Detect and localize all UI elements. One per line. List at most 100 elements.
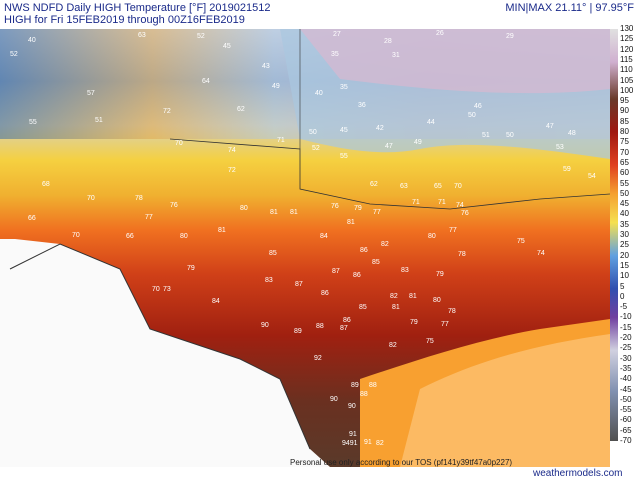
temperature-value-label: 70 bbox=[72, 232, 80, 239]
colorbar-tick-label: 35 bbox=[620, 219, 629, 229]
temperature-value-label: 46 bbox=[474, 103, 482, 110]
colorbar-tick-label: -30 bbox=[620, 353, 632, 363]
colorbar-tick-label: 30 bbox=[620, 230, 629, 239]
colorbar-tick-label: -40 bbox=[620, 374, 632, 384]
temperature-value-label: 45 bbox=[223, 43, 231, 50]
colorbar-tick-label: -25 bbox=[620, 343, 632, 353]
temperature-value-label: 83 bbox=[401, 267, 409, 274]
colorbar-tick-label: 5 bbox=[620, 281, 625, 291]
colorbar-tick-label: 50 bbox=[620, 188, 629, 198]
colorbar-tick-label: -70 bbox=[620, 436, 632, 445]
border-line bbox=[9, 243, 311, 450]
temperature-value-label: 74 bbox=[537, 250, 545, 257]
colorbar-tick-label: -10 bbox=[620, 312, 632, 322]
temperature-value-label: 88 bbox=[360, 391, 368, 398]
temperature-value-label: 79 bbox=[187, 265, 195, 272]
temperature-value-label: 49 bbox=[272, 83, 280, 90]
temperature-value-label: 84 bbox=[212, 298, 220, 305]
temperature-value-label: 82 bbox=[389, 342, 397, 349]
temperature-value-label: 64 bbox=[202, 78, 210, 85]
temperature-value-label: 88 bbox=[369, 382, 377, 389]
temperature-value-label: 65 bbox=[434, 183, 442, 190]
temperature-value-label: 63 bbox=[138, 32, 146, 39]
temperature-value-label: 53 bbox=[556, 144, 564, 151]
temperature-value-label: 79 bbox=[436, 271, 444, 278]
temperature-value-label: 85 bbox=[359, 304, 367, 311]
temperature-value-label: 52 bbox=[312, 145, 320, 152]
temperature-value-label: 73 bbox=[163, 286, 171, 293]
colorbar-tick-label: 125 bbox=[620, 34, 634, 44]
min-max-readout: MIN|MAX 21.11° | 97.95°F bbox=[505, 2, 634, 14]
temperature-value-label: 91 bbox=[364, 439, 372, 446]
temperature-value-label: 81 bbox=[409, 293, 417, 300]
temperature-value-label: 74 bbox=[228, 147, 236, 154]
temperature-value-label: 76 bbox=[170, 202, 178, 209]
temperature-value-label: 55 bbox=[29, 119, 37, 126]
temperature-value-label: 47 bbox=[385, 143, 393, 150]
temperature-value-label: 35 bbox=[340, 84, 348, 91]
temperature-value-label: 85 bbox=[269, 250, 277, 257]
offshore-water bbox=[400, 334, 610, 467]
temperature-value-label: 77 bbox=[449, 227, 457, 234]
colorbar-tick-label: 45 bbox=[620, 199, 629, 209]
temperature-value-label: 44 bbox=[427, 119, 435, 126]
temperature-value-label: 89 bbox=[294, 328, 302, 335]
product-title: NWS NDFD Daily HIGH Temperature [°F] 201… bbox=[4, 2, 271, 14]
temperature-value-label: 50 bbox=[506, 132, 514, 139]
temperature-value-label: 70 bbox=[175, 140, 183, 147]
temperature-value-label: 71 bbox=[277, 137, 285, 144]
temperature-value-label: 80 bbox=[180, 233, 188, 240]
site-watermark: weathermodels.com bbox=[533, 468, 623, 479]
colorbar-tick-label: 80 bbox=[620, 127, 629, 136]
colorbar-tick-label: -15 bbox=[620, 322, 632, 332]
temperature-value-label: 48 bbox=[568, 130, 576, 137]
mexico-mask bbox=[0, 239, 330, 467]
temperature-value-label: 81 bbox=[270, 209, 278, 216]
colorbar-tick-label: -65 bbox=[620, 425, 632, 435]
temperature-value-label: 40 bbox=[28, 37, 36, 44]
temperature-value-label: 80 bbox=[433, 297, 441, 304]
temperature-value-label: 86 bbox=[343, 317, 351, 324]
temperature-value-label: 83 bbox=[265, 277, 273, 284]
temperature-value-label: 74 bbox=[456, 202, 464, 209]
temperature-value-label: 90 bbox=[348, 403, 356, 410]
temperature-value-label: 40 bbox=[315, 90, 323, 97]
colorbar-tick-label: -50 bbox=[620, 394, 632, 404]
colorbar-tick-label: 15 bbox=[620, 260, 629, 270]
colorbar-tick-label: 0 bbox=[620, 291, 625, 301]
temperature-value-label: 80 bbox=[428, 233, 436, 240]
colorbar-tick-label: 95 bbox=[620, 96, 629, 106]
colorbar-tick-label: 75 bbox=[620, 137, 629, 147]
colorbar-tick-label: -55 bbox=[620, 405, 632, 415]
colorbar-tick-label: 120 bbox=[620, 44, 634, 54]
temperature-value-label: 86 bbox=[353, 272, 361, 279]
colorbar-tick-label: 130 bbox=[620, 24, 634, 33]
colorbar-tick-label: -5 bbox=[620, 302, 628, 312]
temperature-value-label: 90 bbox=[261, 322, 269, 329]
map-header: NWS NDFD Daily HIGH Temperature [°F] 201… bbox=[4, 2, 270, 26]
temperature-map: 40 52 63 52 45 43 27 28 26 29 35 31 57 64 62 49 40 35 36 42… bbox=[0, 29, 610, 467]
temperature-value-label: 86 bbox=[321, 290, 329, 297]
temperature-value-label: 81 bbox=[290, 209, 298, 216]
temperature-value-label: 77 bbox=[373, 209, 381, 216]
temperature-value-label: 68 bbox=[42, 181, 50, 188]
colorbar-tick-label: 100 bbox=[620, 85, 634, 95]
temperature-value-label: 77 bbox=[441, 321, 449, 328]
temperature-value-label: 75 bbox=[517, 238, 525, 245]
temperature-value-label: 66 bbox=[28, 215, 36, 222]
colorbar-tick-label: 40 bbox=[620, 209, 629, 219]
colorbar-tick-label: -60 bbox=[620, 415, 632, 425]
colorbar-tick-label: 65 bbox=[620, 157, 629, 167]
far-north-cold-air bbox=[300, 29, 610, 94]
temperature-value-label: 63 bbox=[400, 183, 408, 190]
temperature-value-label: 66 bbox=[126, 233, 134, 240]
colorbar-tick-label: 115 bbox=[620, 54, 633, 64]
temperature-value-label: 79 bbox=[410, 319, 418, 326]
temperature-value-label: 80 bbox=[240, 205, 248, 212]
temperature-value-label: 84 bbox=[320, 233, 328, 240]
temperature-value-label: 49 bbox=[414, 139, 422, 146]
temperature-value-label: 9491 bbox=[342, 440, 358, 447]
colorbar-tick-label: 85 bbox=[620, 116, 629, 126]
temperature-value-label: 81 bbox=[392, 304, 400, 311]
temperature-value-label: 87 bbox=[332, 268, 340, 275]
